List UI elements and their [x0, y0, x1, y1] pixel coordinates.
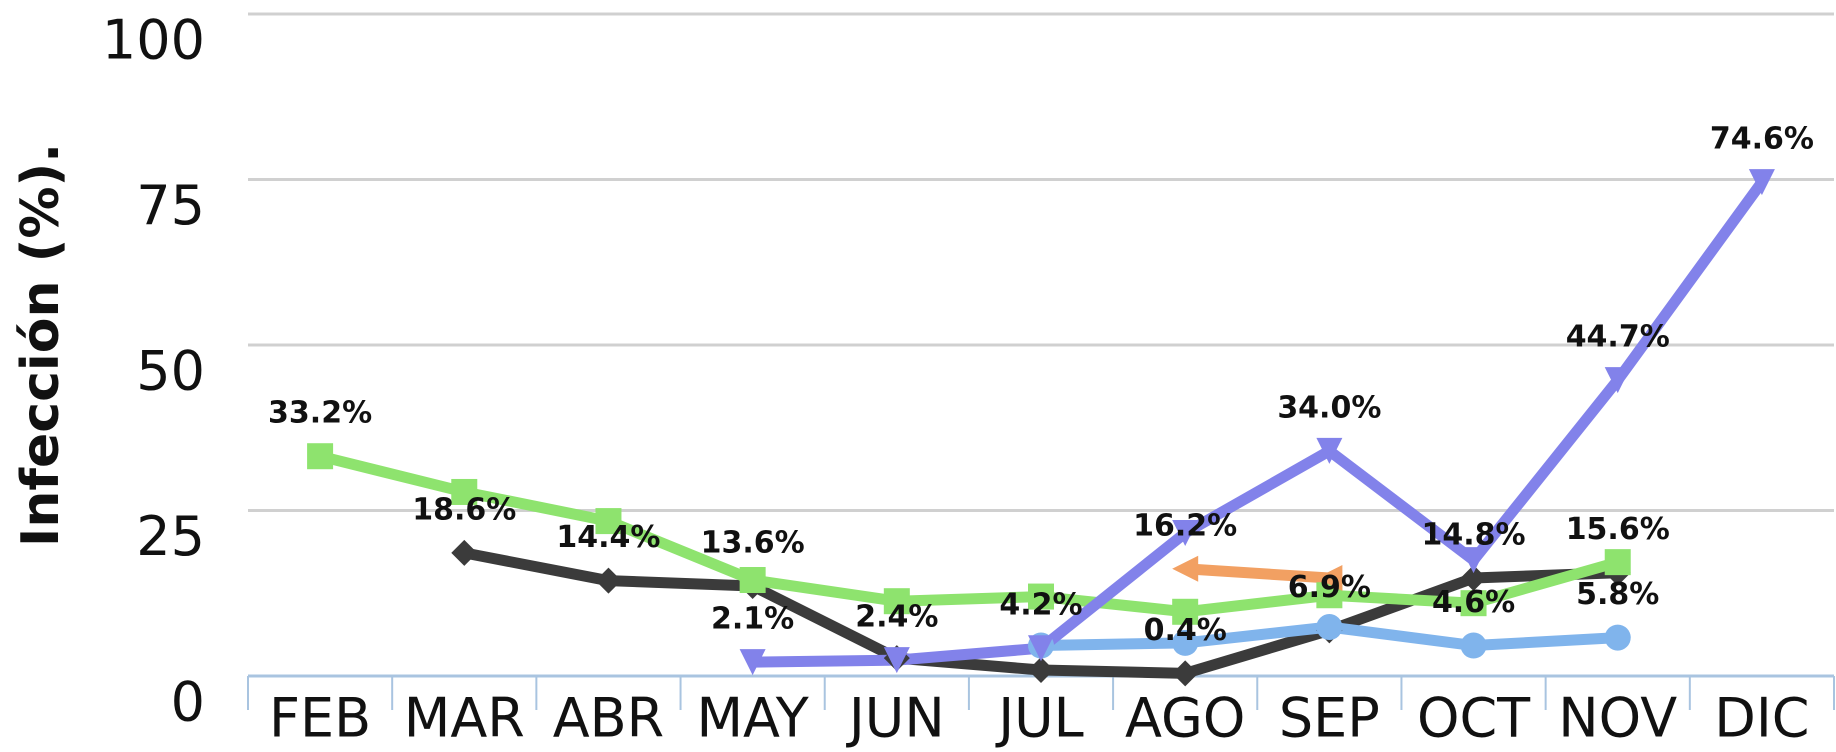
data-label: 2.1%: [711, 602, 794, 637]
series-line: [1184, 563, 1330, 584]
data-label: 34.0%: [1277, 390, 1381, 425]
data-label: 2.4%: [855, 600, 938, 635]
point: [1604, 549, 1631, 576]
point: [739, 649, 766, 676]
x-tick-label: NOV: [1558, 687, 1677, 750]
data-label: 16.2%: [1133, 508, 1237, 543]
x-tick-label: MAR: [404, 687, 525, 750]
point: [1028, 583, 1054, 610]
data-label: 14.8%: [1422, 518, 1526, 553]
point: [1172, 598, 1199, 625]
point: [1460, 590, 1487, 617]
point: [1460, 632, 1487, 659]
point: [883, 647, 910, 674]
data-label: 5.8%: [1576, 577, 1659, 612]
data-label: 18.6%: [412, 492, 516, 527]
y-tick-label: 0: [171, 671, 205, 734]
point: [1316, 437, 1343, 464]
point: [1316, 565, 1343, 592]
point: [1028, 635, 1054, 662]
point: [1172, 660, 1199, 687]
x-tick-label: ABR: [553, 687, 665, 750]
data-label: 15.6%: [1566, 512, 1670, 547]
point: [451, 478, 478, 505]
point: [595, 508, 622, 535]
data-label: 33.2%: [268, 396, 372, 431]
x-tick-label: AGO: [1125, 687, 1245, 750]
data-label: 4.2%: [999, 588, 1082, 623]
data-label: 4.6%: [1432, 585, 1515, 620]
point: [1172, 520, 1199, 547]
point: [307, 443, 334, 470]
point: [883, 588, 910, 615]
y-tick-label: 50: [136, 340, 205, 403]
point: [1028, 657, 1054, 684]
point: [595, 567, 622, 594]
y-tick-label: 25: [136, 505, 205, 568]
x-tick-label: FEB: [269, 687, 371, 750]
data-label: 6.9%: [1288, 570, 1371, 605]
x-tick-label: OCT: [1417, 687, 1531, 750]
point: [1460, 565, 1487, 592]
series-line: [752, 178, 1767, 668]
series-line: [318, 450, 1620, 618]
x-tick-label: MAY: [696, 687, 809, 750]
point: [1604, 367, 1631, 394]
point: [451, 539, 478, 566]
data-label: 14.4%: [556, 520, 660, 555]
y-tick-label: 100: [102, 9, 205, 72]
data-label: 0.4%: [1144, 613, 1227, 648]
x-tick-label: JUL: [995, 687, 1084, 750]
x-tick-label: SEP: [1279, 687, 1380, 750]
data-label: 44.7%: [1566, 320, 1670, 355]
data-label: 74.6%: [1710, 122, 1814, 157]
point: [1172, 555, 1199, 582]
point: [1748, 169, 1775, 196]
point: [1460, 547, 1487, 574]
data-label: 13.6%: [701, 525, 805, 560]
y-axis-title: Infección (%).: [11, 143, 71, 547]
point: [1604, 624, 1631, 651]
x-tick-label: DIC: [1714, 687, 1809, 750]
x-tick-label: JUN: [846, 687, 945, 750]
point: [1172, 629, 1199, 656]
point: [1316, 614, 1343, 641]
point: [739, 567, 766, 594]
y-tick-label: 75: [136, 174, 205, 237]
